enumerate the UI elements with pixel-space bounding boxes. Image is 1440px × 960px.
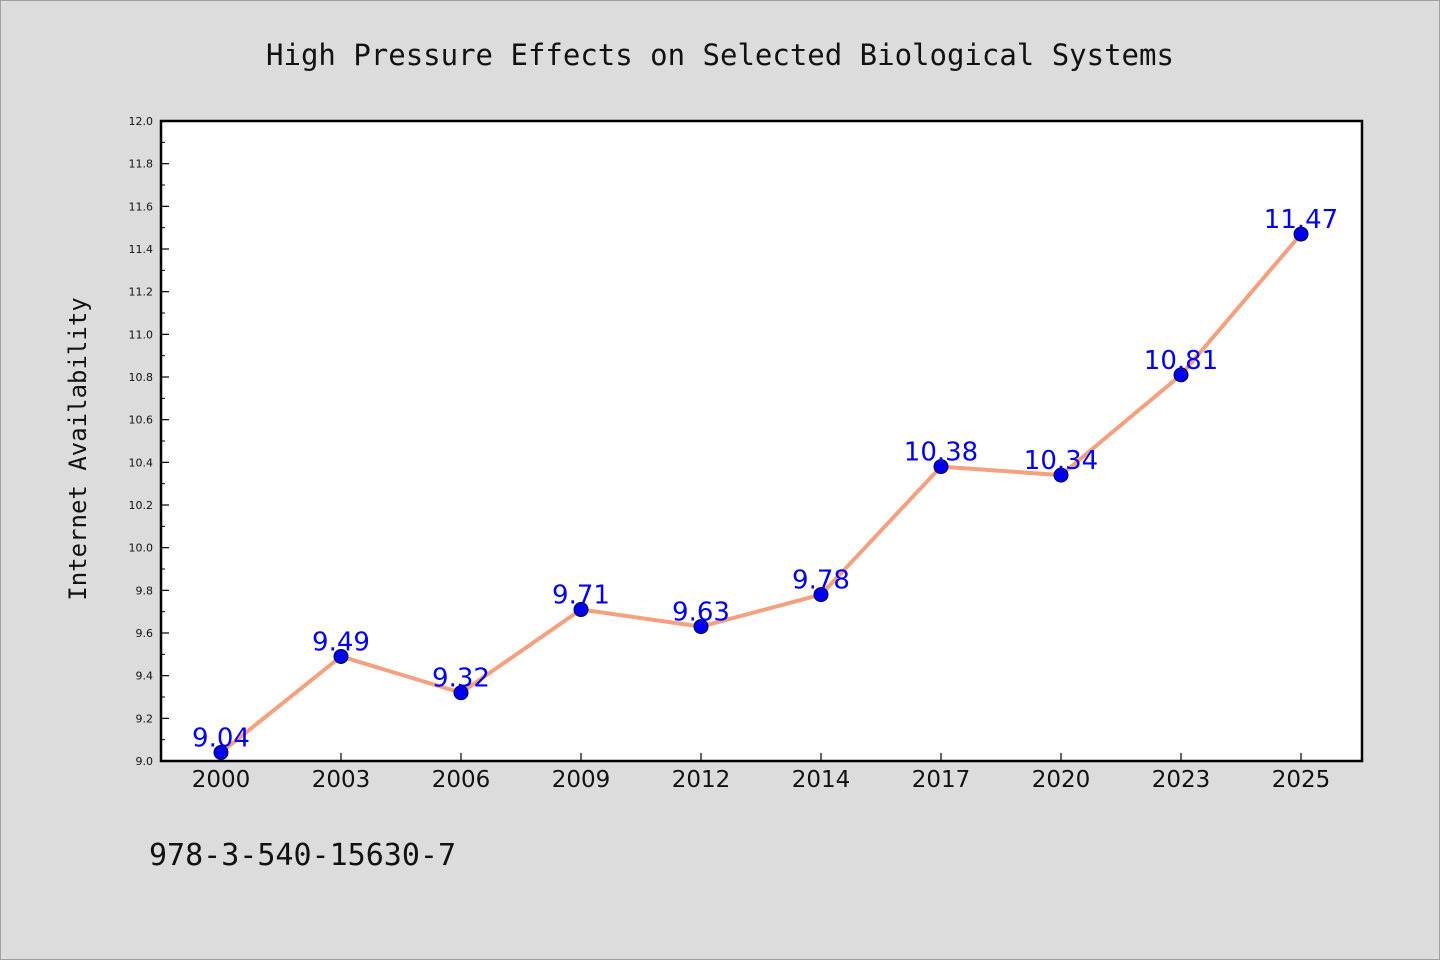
y-tick-label: 9.0	[136, 755, 154, 768]
y-tick-label: 12.0	[129, 115, 154, 128]
chart-title: High Pressure Effects on Selected Biolog…	[266, 38, 1174, 72]
x-tick-label: 2009	[552, 767, 611, 793]
data-label: 9.71	[552, 581, 610, 611]
data-label: 9.78	[792, 566, 850, 596]
data-label: 10.38	[904, 438, 978, 468]
x-tick-label: 2025	[1272, 767, 1331, 793]
data-label: 9.32	[432, 664, 490, 694]
data-point	[333, 648, 349, 664]
x-tick-label: 2023	[1152, 767, 1211, 793]
y-tick-label: 10.6	[129, 414, 154, 427]
x-tick-label: 2012	[672, 767, 731, 793]
data-label: 10.81	[1144, 346, 1218, 376]
x-axis: 2000 2003 2006 2009 2012 2014 2017 2020 2023 2025	[192, 753, 1331, 793]
y-tick-label: 11.4	[129, 243, 154, 256]
y-tick-label: 10.2	[129, 499, 154, 512]
y-tick-label: 9.4	[136, 670, 154, 683]
data-point	[213, 744, 229, 760]
data-label: 9.63	[672, 598, 730, 628]
y-tick-label: 9.6	[136, 627, 154, 640]
series-line-group	[213, 226, 1309, 760]
data-point	[693, 619, 709, 635]
data-point	[453, 685, 469, 701]
y-tick-label: 10.4	[129, 456, 154, 469]
data-label: 11.47	[1264, 205, 1338, 235]
plot-area	[159, 119, 1364, 763]
data-label: 10.34	[1024, 446, 1098, 476]
x-tick-label: 2000	[192, 767, 251, 793]
y-tick-label: 10.8	[129, 371, 154, 384]
x-tick-label: 2003	[312, 767, 371, 793]
x-tick-label: 2017	[912, 767, 971, 793]
data-point	[813, 587, 829, 603]
data-point	[1173, 367, 1189, 383]
data-point	[573, 602, 589, 618]
x-tick-label: 2020	[1032, 767, 1091, 793]
y-axis: 9.0 9.2 9.4 9.6 9.8 10.0 10.2 10.4 10.6 10.8 11.0 1…	[129, 115, 169, 768]
y-tick-label: 11.8	[129, 158, 154, 171]
y-tick-label: 11.2	[129, 286, 154, 299]
data-label: 9.49	[312, 627, 370, 657]
data-labels-group: 9.04 9.49 9.32 9.71 9.63 9.78 10.38 10.34 10.81 1…	[192, 205, 1338, 753]
y-tick-label: 10.0	[129, 542, 154, 555]
data-label: 9.04	[192, 723, 250, 753]
y-tick-label: 11.6	[129, 200, 154, 213]
y-tick-label: 9.2	[136, 712, 154, 725]
data-point	[1053, 467, 1069, 483]
isbn-text: 978-3-540-15630-7	[149, 838, 456, 873]
y-tick-label: 9.8	[136, 584, 154, 597]
data-point	[933, 459, 949, 475]
x-tick-label: 2006	[432, 767, 491, 793]
data-point	[1293, 226, 1309, 242]
x-tick-label: 2014	[792, 767, 851, 793]
series-line	[219, 232, 1303, 755]
y-axis-label: Internet Availability	[64, 297, 92, 600]
y-tick-label: 11.0	[129, 328, 154, 341]
